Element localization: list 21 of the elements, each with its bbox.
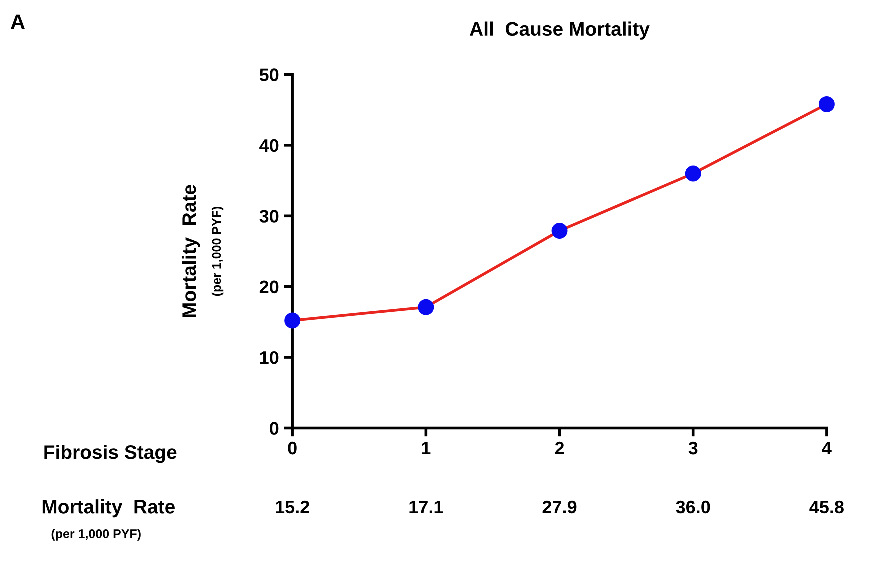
text: A bbox=[11, 14, 26, 30]
y-axis-title: Mortality Rate (per 1,000 PYF) bbox=[182, 185, 224, 318]
y-tick-label: 0 bbox=[270, 422, 279, 435]
text: 36.0 bbox=[676, 500, 710, 514]
text: 45.8 bbox=[810, 500, 844, 514]
y-tick-label: 40 bbox=[260, 139, 279, 152]
y-tick-label: 20 bbox=[260, 280, 279, 294]
y-tick-label: 10 bbox=[260, 351, 279, 364]
x-tick-label: 0 bbox=[288, 442, 297, 455]
text: 27.9 bbox=[542, 500, 577, 514]
y-tick-label: 30 bbox=[260, 210, 279, 223]
x-tick-label: 3 bbox=[688, 442, 698, 455]
x-tick-label: 4 bbox=[822, 442, 832, 455]
x-tick-label: 1 bbox=[422, 442, 431, 455]
x-tick-label: 2 bbox=[555, 442, 564, 455]
x-axis-title: Fibrosis Stage bbox=[44, 444, 177, 464]
text: 17.1 bbox=[410, 501, 444, 514]
text: 15.2 bbox=[276, 500, 310, 514]
text: Mortality Rate (per 1,000 PYF) bbox=[42, 500, 175, 541]
chart-title: All Cause Mortality bbox=[470, 22, 650, 40]
y-tick-label: 50 bbox=[260, 68, 279, 82]
